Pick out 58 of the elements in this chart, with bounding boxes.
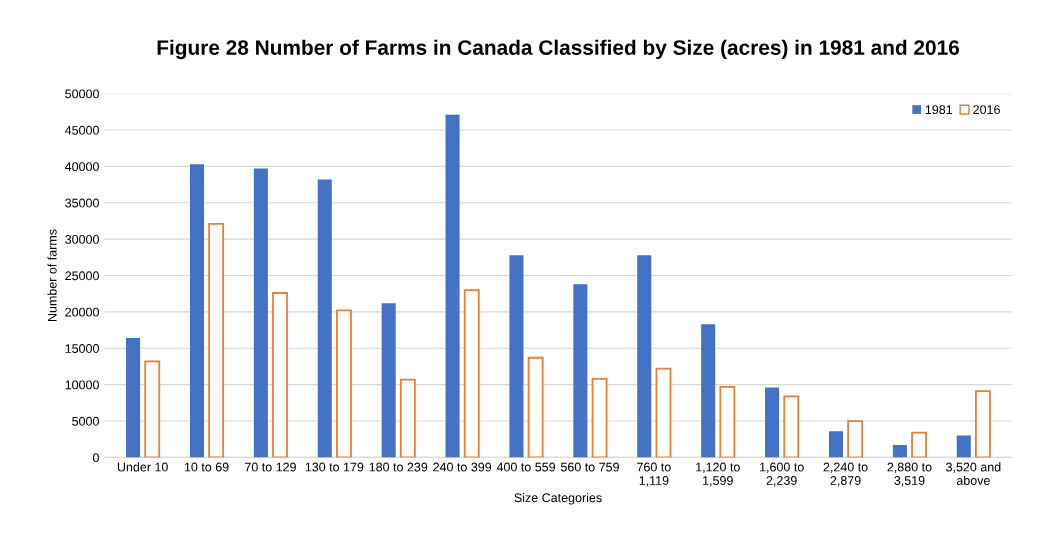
bar [126, 338, 141, 458]
bar [509, 255, 524, 458]
y-tick-label: 20000 [65, 307, 99, 317]
bar [573, 284, 588, 458]
bar [253, 168, 268, 458]
bar [399, 378, 416, 458]
y-tick-label: 15000 [65, 344, 99, 353]
x-tick-label: Under 10 [117, 462, 168, 472]
bar [272, 292, 288, 458]
bar [208, 222, 225, 458]
bar [783, 395, 800, 458]
legend-label: 2016 [973, 105, 1000, 115]
x-tick-label: 760 to 1,119 [637, 462, 671, 487]
bar [335, 309, 352, 458]
x-tick-label: 1,120 to 1,599 [696, 462, 740, 487]
y-tick-label: 40000 [64, 162, 99, 172]
bar [144, 360, 161, 458]
x-axis-title: Size Categories [514, 492, 602, 505]
bar [381, 303, 396, 458]
x-tick-label: 240 to 399 [433, 462, 492, 472]
x-tick-label: 560 to 759 [560, 462, 619, 472]
bar [189, 164, 204, 458]
y-tick-label: 0 [92, 453, 99, 463]
x-tick-label: 10 to 69 [184, 462, 229, 472]
bar [828, 431, 844, 458]
x-tick-label: 2,880 to 3,519 [887, 462, 932, 487]
bar [719, 385, 736, 458]
x-tick-label: 130 to 179 [305, 462, 364, 472]
bar [637, 255, 652, 458]
bar [591, 377, 608, 458]
x-tick-label: 2,240 to 2,879 [823, 462, 868, 487]
y-tick-label: 35000 [65, 198, 99, 208]
x-tick-label: 3,520 and above [946, 462, 1001, 485]
y-tick-label: 25000 [65, 271, 99, 281]
bar [847, 420, 864, 458]
bar [911, 431, 927, 458]
x-tick-label: 70 to 129 [245, 462, 296, 472]
y-tick-label: 50000 [65, 89, 99, 99]
y-axis-title: Number of farms [47, 229, 57, 322]
bar [701, 324, 716, 458]
bar [956, 435, 971, 458]
x-tick-label: 180 to 239 [369, 462, 428, 472]
y-tick-label: 10000 [65, 380, 99, 390]
x-tick-label: 1,600 to 2,239 [760, 462, 804, 487]
bar [317, 179, 332, 458]
y-tick-label: 30000 [65, 234, 99, 244]
bar [892, 445, 907, 458]
y-tick-label: 45000 [64, 125, 99, 135]
chart-title: Figure 28 Number of Farms in Canada Classified by Size (acres) in 1981 and 2016 [157, 39, 960, 60]
x-tick-label: 400 to 559 [496, 462, 556, 472]
bar [463, 289, 480, 458]
y-tick-label: 5000 [72, 416, 99, 426]
bar [445, 114, 460, 458]
bar [975, 390, 991, 458]
bar [765, 387, 780, 458]
bar [527, 356, 544, 458]
legend-label: 1981 [925, 105, 953, 115]
bar [655, 367, 672, 458]
